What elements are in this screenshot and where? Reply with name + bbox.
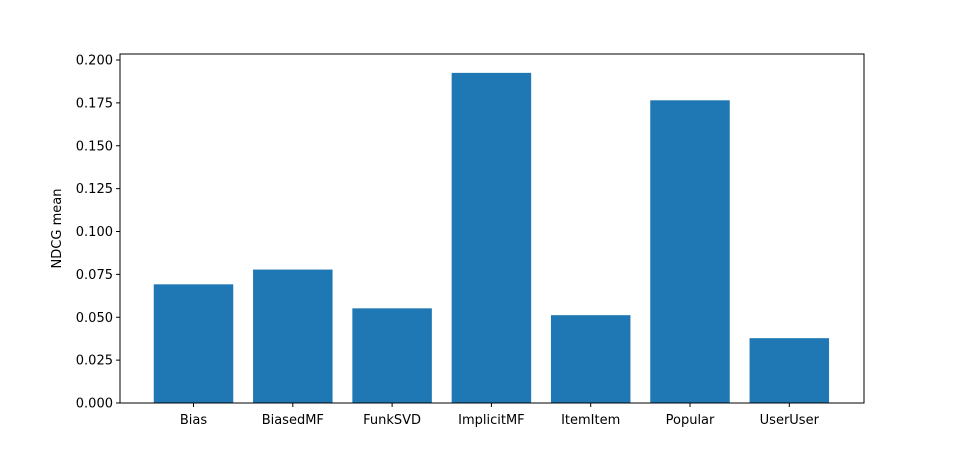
bars-group <box>153 72 830 404</box>
y-tick-label: 0.125 <box>76 182 113 197</box>
bar-funksvd <box>352 308 432 403</box>
x-axis-ticks: Bias BiasedMF FunkSVD ImplicitMF ItemItem Pop… <box>180 403 820 428</box>
x-tick-label: ImplicitMF <box>458 413 525 428</box>
x-tick-label: ItemItem <box>561 413 620 428</box>
y-axis-ticks: 0.000 0.025 0.050 0.075 0.100 0.125 0.150 0.175… <box>76 54 120 412</box>
plot-frame <box>119 53 865 404</box>
x-tick-label: UserUser <box>760 413 820 428</box>
y-tick-label: 0.025 <box>76 354 113 369</box>
bar-implicitmf <box>451 72 532 404</box>
bar-popular <box>650 100 730 404</box>
y-tick-label: 0.075 <box>76 268 113 283</box>
y-tick-label: 0.050 <box>76 311 113 326</box>
x-tick-label: FunkSVD <box>363 413 421 428</box>
x-tick-label: Bias <box>180 413 207 428</box>
bar-useruser <box>749 338 830 403</box>
bar-itemitem <box>550 315 631 403</box>
y-tick-label: 0.200 <box>76 54 113 69</box>
bar-bias <box>153 284 234 403</box>
y-tick-label: 0.150 <box>76 139 113 154</box>
x-tick-label: Popular <box>666 413 715 428</box>
y-tick-label: 0.000 <box>76 397 113 412</box>
y-axis-label: NDCG mean <box>50 189 65 269</box>
y-tick-label: 0.175 <box>76 96 113 111</box>
y-tick-label: 0.100 <box>76 225 113 240</box>
bar-biasedmf <box>253 269 333 403</box>
x-tick-label: BiasedMF <box>262 413 324 428</box>
